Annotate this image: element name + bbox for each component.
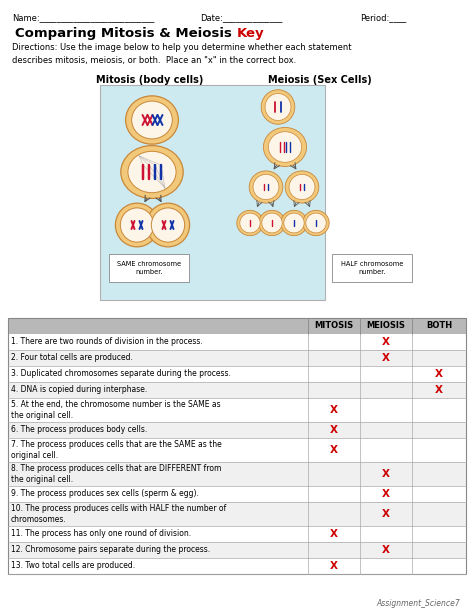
Ellipse shape bbox=[146, 203, 190, 247]
Ellipse shape bbox=[115, 203, 159, 247]
Text: 6. The process produces body cells.: 6. The process produces body cells. bbox=[11, 425, 147, 435]
Ellipse shape bbox=[285, 171, 319, 203]
Text: X: X bbox=[382, 545, 390, 555]
Text: 1. There are two rounds of division in the process.: 1. There are two rounds of division in t… bbox=[11, 338, 203, 346]
Ellipse shape bbox=[237, 210, 263, 235]
Text: 4. DNA is copied during interphase.: 4. DNA is copied during interphase. bbox=[11, 386, 147, 395]
Text: Name:___________________________: Name:___________________________ bbox=[12, 13, 155, 23]
Text: HALF chromosome
number.: HALF chromosome number. bbox=[341, 261, 403, 275]
Ellipse shape bbox=[268, 132, 301, 162]
Ellipse shape bbox=[281, 210, 307, 235]
Text: X: X bbox=[382, 489, 390, 499]
Bar bbox=[8, 462, 466, 486]
Text: X: X bbox=[435, 385, 443, 395]
Text: Comparing Mitosis & Meiosis: Comparing Mitosis & Meiosis bbox=[16, 26, 237, 39]
Bar bbox=[8, 350, 466, 366]
Ellipse shape bbox=[259, 210, 285, 235]
Text: 5. At the end, the chromosome number is the SAME as
the original cell.: 5. At the end, the chromosome number is … bbox=[11, 400, 220, 420]
Ellipse shape bbox=[262, 213, 282, 233]
Bar bbox=[8, 366, 466, 382]
Text: 2. Four total cells are produced.: 2. Four total cells are produced. bbox=[11, 354, 133, 362]
Text: SAME chromosome
number.: SAME chromosome number. bbox=[117, 261, 181, 275]
Text: X: X bbox=[330, 405, 338, 415]
Ellipse shape bbox=[265, 94, 291, 121]
Text: Date:______________: Date:______________ bbox=[200, 13, 283, 23]
Ellipse shape bbox=[306, 213, 326, 233]
Text: X: X bbox=[382, 353, 390, 363]
Ellipse shape bbox=[151, 208, 185, 242]
FancyBboxPatch shape bbox=[109, 254, 189, 282]
Ellipse shape bbox=[249, 171, 283, 203]
Text: MEIOSIS: MEIOSIS bbox=[366, 321, 405, 330]
Text: 3. Duplicated chromosomes separate during the process.: 3. Duplicated chromosomes separate durin… bbox=[11, 370, 231, 378]
Bar bbox=[100, 85, 325, 300]
Bar bbox=[8, 318, 466, 574]
Bar bbox=[8, 422, 466, 438]
Text: 11. The process has only one round of division.: 11. The process has only one round of di… bbox=[11, 530, 191, 538]
Ellipse shape bbox=[126, 96, 178, 144]
Ellipse shape bbox=[289, 175, 315, 200]
Ellipse shape bbox=[240, 213, 260, 233]
Bar bbox=[8, 502, 466, 526]
Text: Mitosis (body cells): Mitosis (body cells) bbox=[96, 75, 204, 85]
Text: 9. The process produces sex cells (sperm & egg).: 9. The process produces sex cells (sperm… bbox=[11, 490, 199, 498]
Text: X: X bbox=[382, 337, 390, 347]
Bar bbox=[8, 398, 466, 422]
Ellipse shape bbox=[284, 213, 304, 233]
Text: BOTH: BOTH bbox=[426, 321, 452, 330]
Text: X: X bbox=[382, 509, 390, 519]
Ellipse shape bbox=[264, 128, 307, 167]
Bar bbox=[8, 382, 466, 398]
Ellipse shape bbox=[128, 151, 176, 192]
Text: Period:____: Period:____ bbox=[360, 13, 406, 23]
Ellipse shape bbox=[132, 101, 173, 139]
Bar bbox=[8, 542, 466, 558]
Text: MITOSIS: MITOSIS bbox=[314, 321, 354, 330]
Bar bbox=[8, 486, 466, 502]
Text: Meiosis (Sex Cells): Meiosis (Sex Cells) bbox=[268, 75, 372, 85]
Ellipse shape bbox=[253, 175, 279, 200]
Text: 10. The process produces cells with HALF the number of
chromosomes.: 10. The process produces cells with HALF… bbox=[11, 504, 226, 524]
Bar bbox=[8, 526, 466, 542]
FancyBboxPatch shape bbox=[332, 254, 412, 282]
Ellipse shape bbox=[121, 145, 183, 199]
Text: 13. Two total cells are produced.: 13. Two total cells are produced. bbox=[11, 562, 135, 571]
Bar bbox=[8, 334, 466, 350]
Bar bbox=[8, 438, 466, 462]
Text: X: X bbox=[435, 369, 443, 379]
Text: X: X bbox=[330, 561, 338, 571]
Ellipse shape bbox=[120, 208, 154, 242]
Text: Assignment_Science7: Assignment_Science7 bbox=[376, 599, 460, 608]
Bar bbox=[8, 558, 466, 574]
Text: X: X bbox=[330, 529, 338, 539]
Text: X: X bbox=[382, 469, 390, 479]
Text: X: X bbox=[330, 425, 338, 435]
Text: Key: Key bbox=[237, 26, 264, 39]
Text: X: X bbox=[330, 445, 338, 455]
Text: 8. The process produces cells that are DIFFERENT from
the original cell.: 8. The process produces cells that are D… bbox=[11, 464, 221, 484]
Ellipse shape bbox=[261, 89, 295, 124]
Text: 12. Chromosome pairs separate during the process.: 12. Chromosome pairs separate during the… bbox=[11, 546, 210, 555]
Text: 7. The process produces cells that are the SAME as the
original cell.: 7. The process produces cells that are t… bbox=[11, 440, 222, 460]
Bar bbox=[8, 318, 466, 334]
Text: Directions: Use the image below to help you determine whether each statement
des: Directions: Use the image below to help … bbox=[12, 43, 352, 64]
Ellipse shape bbox=[303, 210, 329, 235]
